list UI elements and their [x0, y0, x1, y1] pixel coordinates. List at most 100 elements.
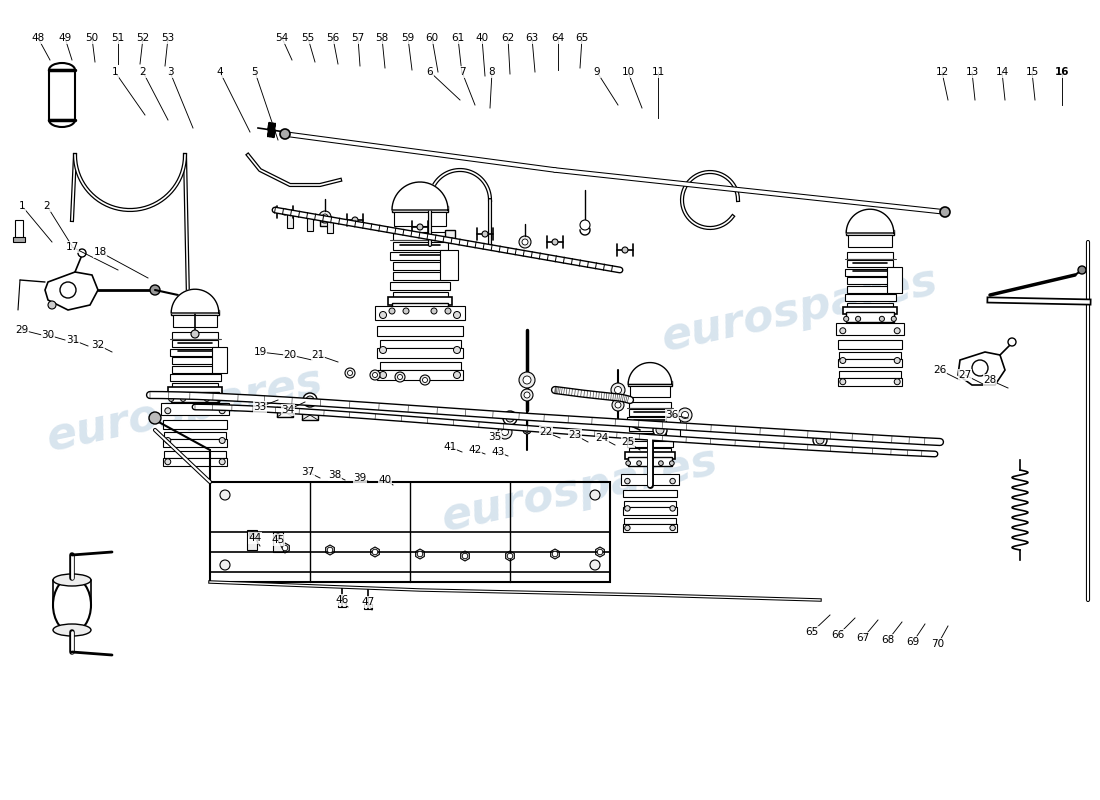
- Text: 29: 29: [15, 325, 29, 335]
- Bar: [394, 212, 446, 226]
- Text: 11: 11: [651, 67, 664, 77]
- Circle shape: [328, 547, 332, 553]
- Bar: [623, 524, 678, 532]
- Text: 44: 44: [249, 533, 262, 543]
- Circle shape: [506, 414, 514, 422]
- Circle shape: [191, 330, 199, 338]
- Circle shape: [659, 461, 663, 466]
- Bar: [836, 323, 904, 335]
- Text: 28: 28: [983, 375, 997, 385]
- Circle shape: [219, 438, 225, 443]
- Bar: [393, 272, 448, 280]
- Text: 40: 40: [475, 33, 488, 43]
- Circle shape: [189, 292, 201, 304]
- Circle shape: [525, 427, 529, 432]
- Circle shape: [670, 461, 674, 466]
- Ellipse shape: [50, 63, 75, 77]
- Circle shape: [417, 224, 424, 230]
- Text: 12: 12: [935, 67, 948, 77]
- Bar: [628, 382, 672, 386]
- Bar: [248, 530, 257, 550]
- Circle shape: [48, 301, 56, 309]
- Bar: [847, 252, 893, 258]
- Text: 67: 67: [857, 633, 870, 643]
- Bar: [628, 402, 671, 408]
- Circle shape: [498, 425, 512, 439]
- Ellipse shape: [53, 578, 91, 633]
- Bar: [210, 482, 610, 582]
- Bar: [628, 410, 671, 416]
- Circle shape: [283, 546, 288, 550]
- Circle shape: [552, 551, 558, 557]
- Text: 19: 19: [253, 347, 266, 357]
- Bar: [173, 314, 217, 326]
- Circle shape: [524, 392, 530, 398]
- Circle shape: [217, 396, 221, 402]
- Circle shape: [453, 371, 461, 378]
- Text: 69: 69: [906, 637, 920, 647]
- Bar: [843, 307, 898, 314]
- Circle shape: [352, 217, 358, 223]
- Bar: [887, 267, 902, 293]
- Bar: [625, 452, 675, 458]
- Circle shape: [322, 214, 328, 220]
- Text: 32: 32: [91, 340, 104, 350]
- Bar: [277, 407, 293, 417]
- Circle shape: [453, 346, 461, 354]
- Circle shape: [519, 236, 531, 248]
- Bar: [628, 425, 671, 431]
- Bar: [392, 303, 448, 315]
- Text: 50: 50: [86, 33, 99, 43]
- Ellipse shape: [50, 113, 75, 127]
- Circle shape: [302, 393, 317, 407]
- Text: 18: 18: [94, 247, 107, 257]
- Text: 43: 43: [492, 447, 505, 457]
- Circle shape: [653, 423, 667, 437]
- Polygon shape: [45, 272, 98, 310]
- Text: 63: 63: [526, 33, 539, 43]
- Text: 52: 52: [136, 33, 150, 43]
- Bar: [628, 448, 671, 453]
- Bar: [287, 212, 293, 228]
- Text: 65: 65: [805, 627, 818, 637]
- Text: 48: 48: [32, 33, 45, 43]
- Circle shape: [625, 478, 630, 484]
- Circle shape: [507, 554, 513, 558]
- Bar: [845, 294, 895, 301]
- Text: 1: 1: [112, 67, 119, 77]
- Text: 64: 64: [551, 33, 564, 43]
- Bar: [379, 340, 461, 348]
- Bar: [839, 352, 901, 358]
- Circle shape: [165, 438, 170, 443]
- Circle shape: [844, 316, 849, 322]
- Polygon shape: [461, 551, 470, 561]
- Circle shape: [219, 408, 225, 414]
- Bar: [847, 302, 893, 308]
- Circle shape: [522, 239, 528, 245]
- Circle shape: [522, 376, 531, 384]
- Circle shape: [446, 308, 451, 314]
- Bar: [273, 532, 283, 552]
- Circle shape: [148, 412, 161, 424]
- Circle shape: [839, 358, 846, 363]
- Polygon shape: [846, 210, 894, 233]
- Text: 40: 40: [378, 475, 392, 485]
- Circle shape: [373, 373, 377, 378]
- Bar: [628, 433, 671, 439]
- Text: 34: 34: [282, 405, 295, 415]
- Circle shape: [220, 560, 230, 570]
- Bar: [172, 357, 219, 364]
- Text: 1: 1: [19, 201, 25, 211]
- Bar: [624, 501, 676, 507]
- Text: eurospares: eurospares: [438, 440, 722, 540]
- Text: 27: 27: [958, 370, 971, 380]
- Bar: [838, 340, 902, 349]
- Circle shape: [250, 533, 254, 537]
- Polygon shape: [628, 362, 672, 384]
- Circle shape: [625, 525, 630, 530]
- Text: 2: 2: [140, 67, 146, 77]
- Circle shape: [670, 525, 675, 530]
- Bar: [627, 441, 673, 446]
- Bar: [169, 349, 220, 355]
- Text: 6: 6: [427, 67, 433, 77]
